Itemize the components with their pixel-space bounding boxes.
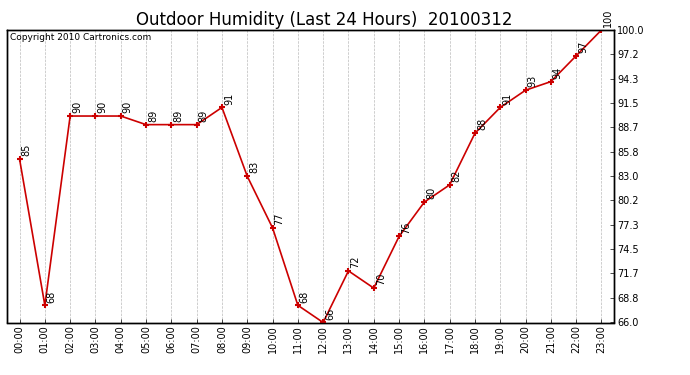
Text: 90: 90 — [97, 101, 108, 113]
Text: 91: 91 — [224, 92, 234, 105]
Text: 100: 100 — [603, 9, 613, 27]
Text: 83: 83 — [249, 161, 259, 174]
Text: 90: 90 — [123, 101, 132, 113]
Text: 70: 70 — [375, 273, 386, 285]
Text: Copyright 2010 Cartronics.com: Copyright 2010 Cartronics.com — [10, 33, 151, 42]
Text: 82: 82 — [451, 170, 462, 182]
Text: 68: 68 — [299, 290, 310, 303]
Text: 66: 66 — [325, 308, 335, 320]
Text: 89: 89 — [173, 110, 184, 122]
Text: 89: 89 — [148, 110, 158, 122]
Text: 94: 94 — [553, 67, 563, 79]
Text: 90: 90 — [72, 101, 82, 113]
Text: 72: 72 — [351, 256, 360, 268]
Text: 88: 88 — [477, 118, 487, 130]
Text: Outdoor Humidity (Last 24 Hours)  20100312: Outdoor Humidity (Last 24 Hours) 2010031… — [136, 11, 513, 29]
Text: 68: 68 — [47, 290, 57, 303]
Text: 93: 93 — [527, 75, 538, 87]
Text: 80: 80 — [426, 187, 436, 199]
Text: 91: 91 — [502, 92, 512, 105]
Text: 85: 85 — [21, 144, 32, 156]
Text: 97: 97 — [578, 40, 588, 53]
Text: 89: 89 — [199, 110, 208, 122]
Text: 77: 77 — [275, 213, 284, 225]
Text: 76: 76 — [401, 221, 411, 234]
